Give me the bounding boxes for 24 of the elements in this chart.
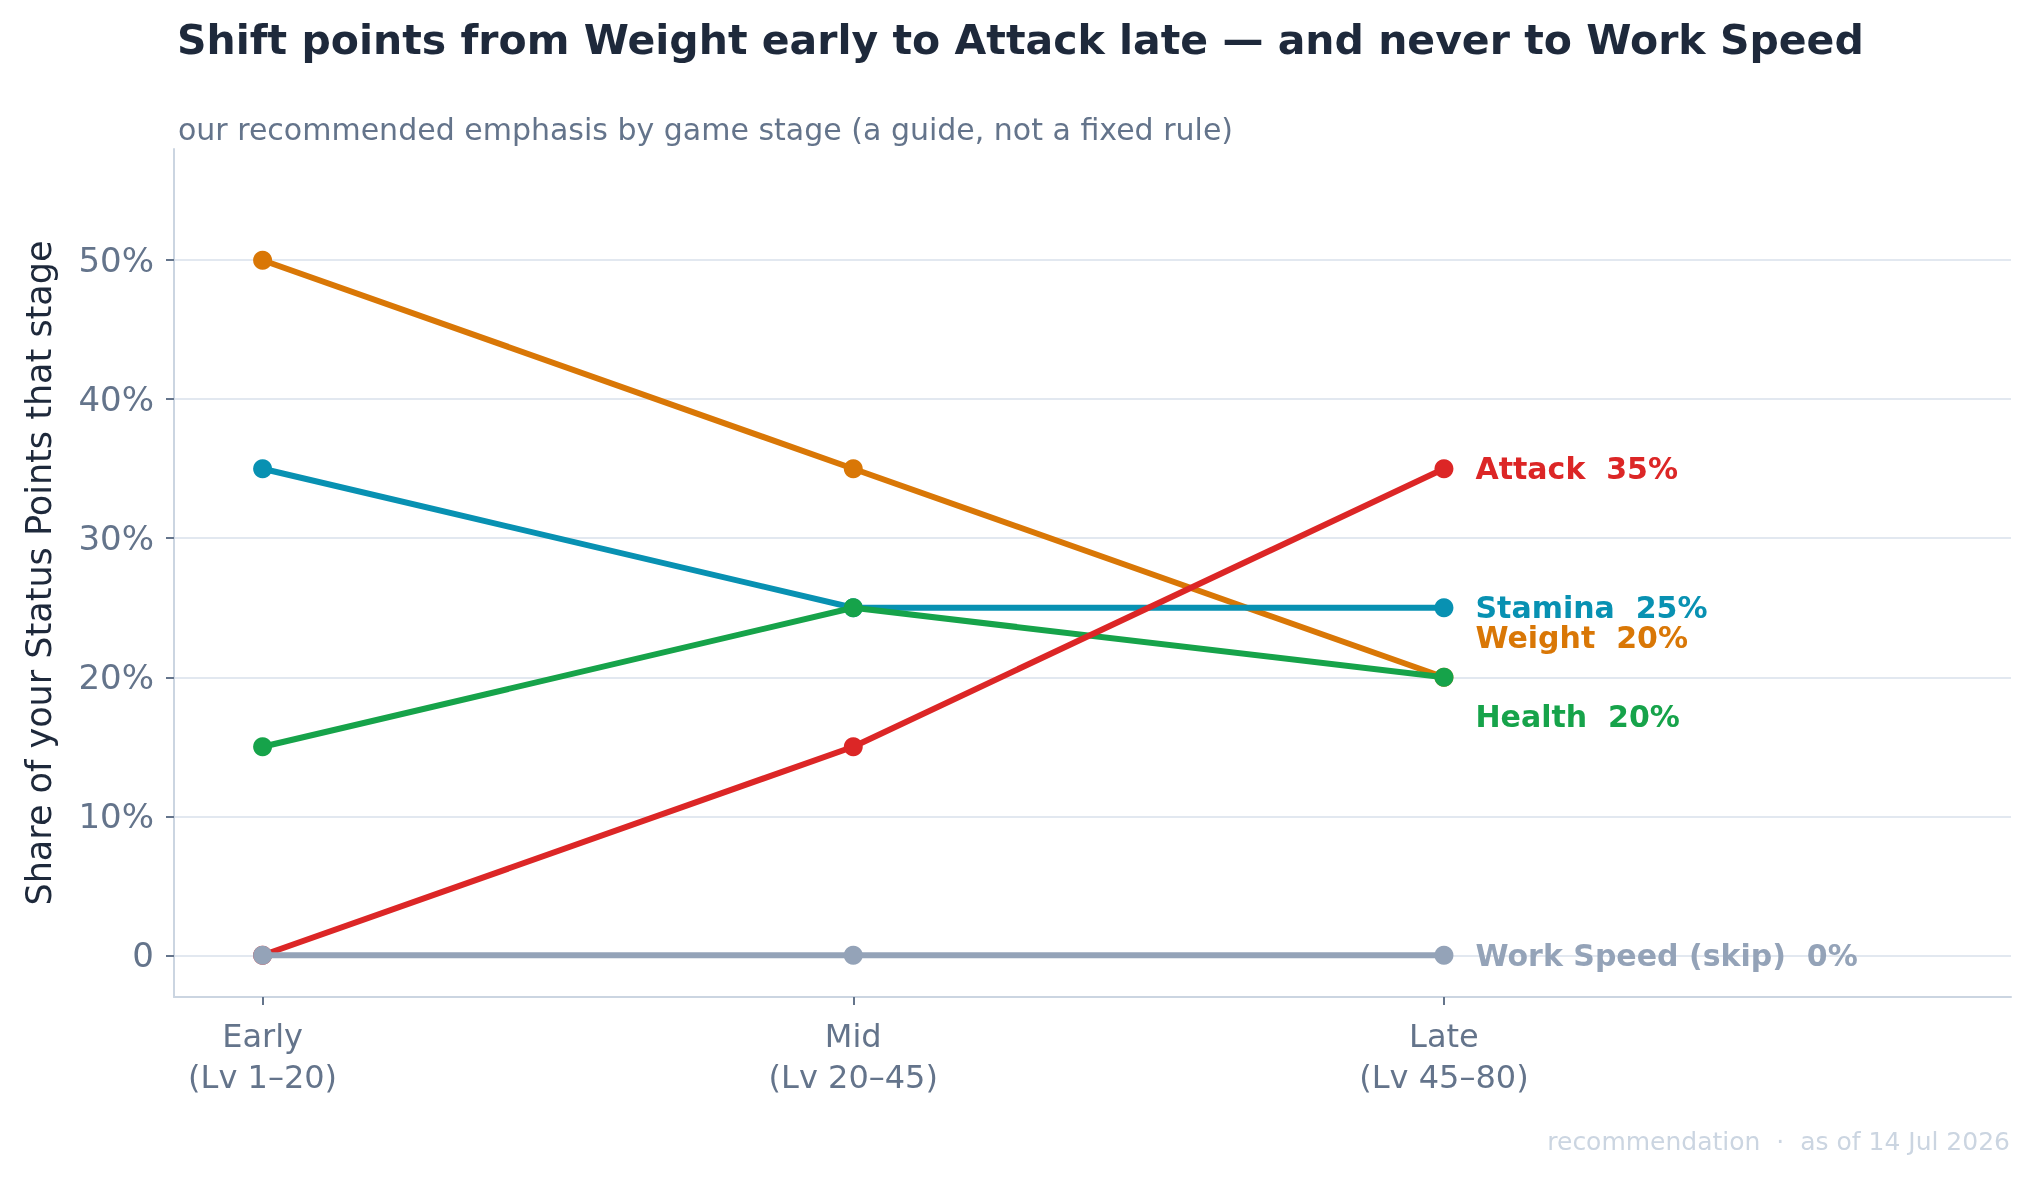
point <box>843 737 863 757</box>
text: Health 20% <box>1475 699 1680 735</box>
y-tick-label: 30% <box>78 518 154 559</box>
chart-title: Shift points from Weight early to Attack late — and never to Work Speed <box>177 15 1864 64</box>
text: Attack 35% <box>1475 451 1679 487</box>
y-tick-label: 50% <box>78 240 154 281</box>
x-tick-label: Mid (Lv 20–45) <box>768 1016 938 1096</box>
y-tick-label: 0 <box>132 935 154 976</box>
y-tick-label: 10% <box>78 796 154 837</box>
x-tick-label: Early (Lv 1–20) <box>188 1016 338 1096</box>
point <box>253 737 273 757</box>
x-tick-label: Late (Lv 45–80) <box>1359 1016 1529 1096</box>
y-tick-label: 20% <box>78 657 154 698</box>
point <box>1434 459 1454 479</box>
y-tick-label: 40% <box>78 379 154 420</box>
y-axis-title: Share of your Status Points that stage <box>18 240 59 906</box>
text: Work Speed (skip) 0% <box>1475 937 1858 973</box>
point <box>843 945 863 965</box>
point <box>253 459 273 479</box>
point <box>1434 598 1454 618</box>
point <box>1434 945 1454 965</box>
point <box>253 250 273 270</box>
point <box>843 459 863 479</box>
chart-subtitle: our recommended emphasis by game stage (a guide, not a fixed rule) <box>178 111 1234 147</box>
